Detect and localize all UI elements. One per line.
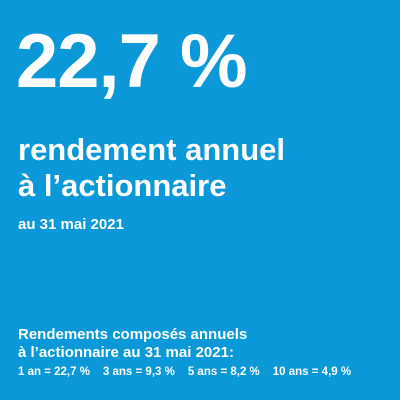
compound-returns-list: 1 an = 22,7 % 3 ans = 9,3 % 5 ans = 8,2 … xyxy=(18,364,388,380)
headline-value: 22,7 % xyxy=(16,19,248,104)
compound-returns-title-line-1: Rendements composés annuels xyxy=(18,326,248,343)
headline-text: rendement annuel à l’actionnaire xyxy=(18,132,285,204)
return-5-years: 5 ans = 8,2 % xyxy=(187,366,260,378)
as-of-date: au 31 mai 2021 xyxy=(18,216,124,233)
return-3-years: 3 ans = 9,3 % xyxy=(102,366,175,378)
headline-line-2: à l’actionnaire xyxy=(18,168,227,203)
headline-line-1: rendement annuel xyxy=(18,132,285,167)
compound-returns-title-line-2: à l’actionnaire au 31 mai 2021: xyxy=(18,344,234,361)
return-10-years: 10 ans = 4,9 % xyxy=(272,366,352,378)
return-1-year: 1 an = 22,7 % xyxy=(18,366,90,378)
compound-returns: Rendements composés annuels à l’actionna… xyxy=(18,326,388,380)
compound-returns-title: Rendements composés annuels à l’actionna… xyxy=(18,326,388,362)
